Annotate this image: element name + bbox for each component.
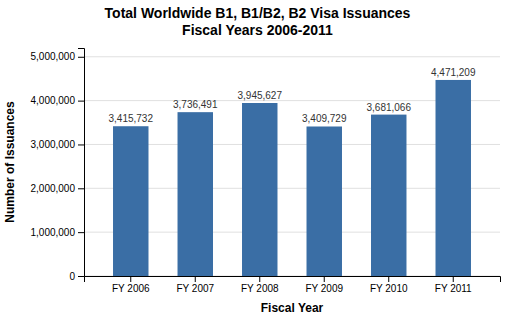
bar <box>307 126 342 276</box>
chart-title-line: Fiscal Years 2006-2011 <box>182 22 333 38</box>
y-axis: 0 1,000,000 2,000,000 3,000,000 4,000,000 5,0… <box>31 49 85 282</box>
x-tick-label: FY 2008 <box>241 283 279 294</box>
data-label: 3,409,729 <box>302 113 347 124</box>
x-tick: FY 2006 <box>112 276 150 294</box>
x-tick-mark <box>130 276 131 282</box>
x-tick: FY 2010 <box>370 276 408 294</box>
y-tick-label: 1,000,000 <box>31 227 76 238</box>
x-tick-label: FY 2010 <box>370 283 408 294</box>
bar <box>371 115 406 276</box>
chart-title: Total Worldwide B1, B1/B2, B2 Visa Issua… <box>105 5 411 38</box>
x-tick-mark <box>195 276 196 282</box>
x-tick-label: FY 2007 <box>176 283 214 294</box>
x-axis-line <box>85 277 501 283</box>
data-label: 3,736,491 <box>173 99 218 110</box>
y-tick: 1,000,000 <box>31 227 85 238</box>
y-tick: 3,000,000 <box>31 139 85 150</box>
grid-line <box>84 56 500 57</box>
y-tick-mark <box>78 232 84 233</box>
grid <box>84 57 500 276</box>
y-tick-label: 5,000,000 <box>31 51 76 62</box>
x-axis-title: Fiscal Year <box>261 301 324 315</box>
chart-svg: 0 1,000,000 2,000,000 3,000,000 4,000,000 5,0… <box>0 0 515 320</box>
y-tick-label: 4,000,000 <box>31 95 76 106</box>
x-axis: FY 2006 FY 2007 FY 2008 FY 2009 FY 2010 FY 20… <box>85 276 501 294</box>
x-tick-label: FY 2011 <box>435 283 472 294</box>
x-tick-mark <box>453 276 454 282</box>
bars <box>113 80 471 276</box>
x-tick-label: FY 2006 <box>112 283 150 294</box>
y-tick-mark <box>78 101 84 102</box>
y-tick-mark <box>78 57 84 58</box>
y-tick-label: 2,000,000 <box>31 183 76 194</box>
data-label: 3,415,732 <box>109 113 154 124</box>
bar <box>178 112 213 276</box>
y-tick-mark <box>78 144 84 145</box>
data-label: 3,945,627 <box>238 90 283 101</box>
y-tick: 5,000,000 <box>31 51 85 62</box>
data-labels: 3,415,732 3,736,491 3,945,627 3,409,729 3,68… <box>109 67 476 125</box>
x-tick-mark <box>259 276 260 282</box>
y-axis-title: Number of Issuances <box>3 101 17 223</box>
chart-container: 0 1,000,000 2,000,000 3,000,000 4,000,000 5,0… <box>0 0 515 320</box>
y-axis-line <box>78 49 85 277</box>
x-tick: FY 2009 <box>305 276 343 294</box>
bar <box>436 80 471 276</box>
y-tick-mark <box>78 276 84 277</box>
chart-title-line: Total Worldwide B1, B1/B2, B2 Visa Issua… <box>105 5 411 21</box>
x-tick: FY 2008 <box>241 276 279 294</box>
x-tick-mark <box>388 276 389 282</box>
plot-area: 0 1,000,000 2,000,000 3,000,000 4,000,000 5,0… <box>31 49 501 295</box>
data-label: 3,681,066 <box>366 102 411 113</box>
bar <box>242 103 277 276</box>
y-tick: 4,000,000 <box>31 95 85 106</box>
x-tick-mark <box>324 276 325 282</box>
y-tick: 0 <box>69 271 84 282</box>
data-label: 4,471,209 <box>431 67 476 78</box>
x-tick-label: FY 2009 <box>305 283 343 294</box>
y-tick-mark <box>78 188 84 189</box>
x-tick: FY 2011 <box>435 276 472 294</box>
x-tick: FY 2007 <box>176 276 214 294</box>
y-tick-label: 0 <box>69 271 75 282</box>
y-tick-label: 3,000,000 <box>31 139 76 150</box>
y-tick: 2,000,000 <box>31 183 85 194</box>
bar <box>113 126 148 276</box>
